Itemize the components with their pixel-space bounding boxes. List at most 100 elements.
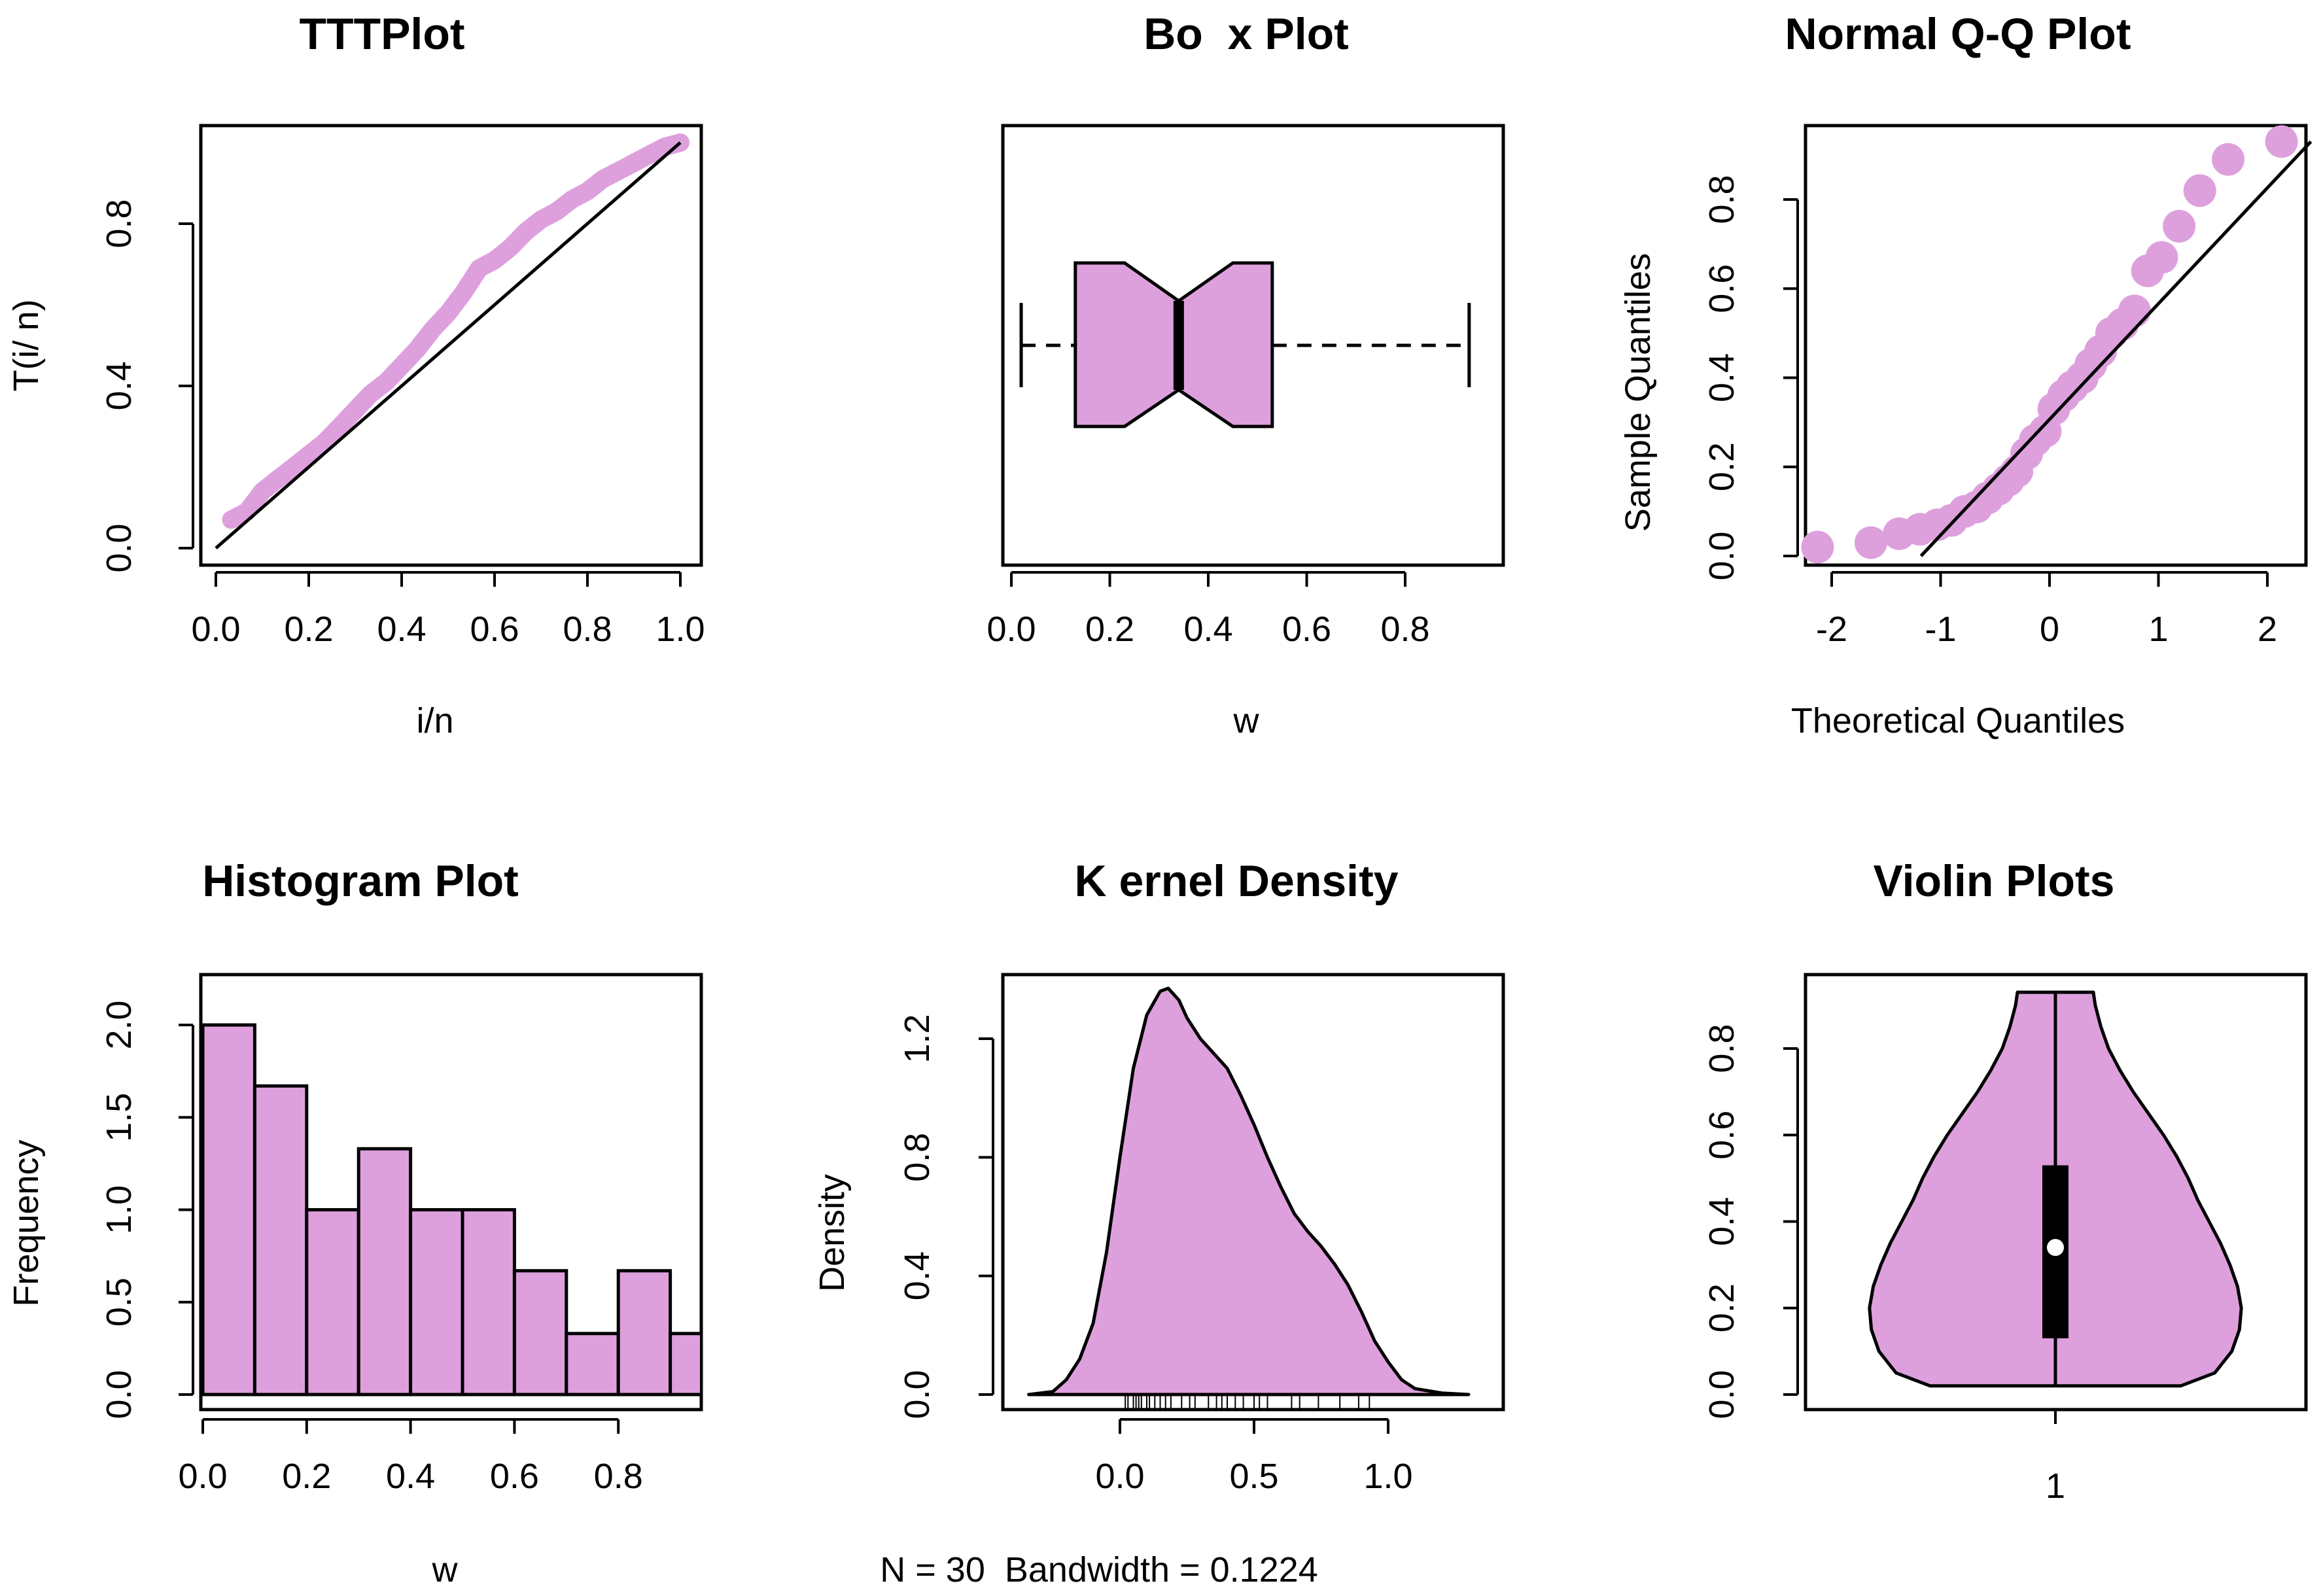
- hist-y-tick-label: 0.5: [99, 1277, 139, 1327]
- hist-x-tick-label: 0.6: [490, 1457, 539, 1496]
- hist-bar-outline: [253, 1084, 309, 1396]
- ttt-ylabel: T(i/ n): [7, 300, 46, 392]
- ttt-y-tick-label: 0.8: [99, 199, 139, 248]
- box-x-axis: 0.0 0.2 0.4 0.6 0.8: [986, 571, 1430, 649]
- hist-bar: [306, 1209, 359, 1395]
- hist-bar: [618, 1270, 671, 1395]
- hist-bar-outline: [616, 1269, 672, 1396]
- qq-x-tick-label: -1: [1925, 610, 1956, 649]
- ttt-x-axis: 0.0 0.2 0.4 0.6 0.8 1.0: [191, 571, 705, 649]
- hist-y-tick-label: 1.0: [99, 1185, 139, 1234]
- hist-marks: [201, 1023, 700, 1396]
- ttt-title: TTTPlot: [299, 9, 464, 59]
- qq-y-tick-label: 0.4: [1702, 353, 1741, 402]
- hist-bar: [410, 1209, 462, 1395]
- qq-x-tick-label: 0: [2040, 610, 2059, 649]
- ttt-y-tick-label: 0.4: [99, 361, 139, 410]
- box-title: Bo x Plot: [1143, 9, 1349, 59]
- kde-x-tick-label: 1.0: [1363, 1457, 1412, 1496]
- qq-point: [2265, 125, 2298, 158]
- box-x-tick-label: 0.2: [1085, 610, 1134, 649]
- violin-xlabel: 1: [2046, 1466, 2065, 1506]
- violin-panel: Violin Plots 1 0.0 0.2 0.4 0.6 0.8: [1702, 856, 2308, 1506]
- ttt-frame: [199, 124, 703, 567]
- qq-ylabel: Sample Quantiles: [1618, 253, 1658, 532]
- qq-point: [1801, 530, 1834, 564]
- hist-x-tick-label: 0.0: [178, 1457, 227, 1496]
- ttt-x-tick-label: 0.4: [377, 610, 426, 649]
- kde-title: K ernel Density: [1074, 856, 1398, 906]
- qq-y-tick-label: 0.8: [1702, 175, 1741, 224]
- ttt-curve: [222, 133, 689, 529]
- box-marks: [1019, 261, 1471, 428]
- ttt-panel: TTTPlot i/n T(i/ n) 0.0 0.2 0.4 0.6 0.8 1.0 0…: [7, 9, 705, 740]
- hist-bar-outline: [357, 1147, 413, 1396]
- ttt-marks: [215, 133, 689, 549]
- qq-reference-line: [1919, 140, 2312, 557]
- kde-density-curve: [1027, 986, 1471, 1396]
- hist-ylabel: Frequency: [7, 1139, 46, 1306]
- violin-y-tick-label: 0.0: [1702, 1370, 1741, 1419]
- hist-x-tick-label: 0.8: [594, 1457, 643, 1496]
- kde-x-tick-label: 0.0: [1095, 1457, 1144, 1496]
- kde-ylabel: Density: [812, 1174, 852, 1292]
- hist-bar-outline: [461, 1208, 516, 1396]
- kde-x-axis: 0.0 0.5 1.0: [1095, 1418, 1413, 1496]
- hist-frame: [199, 973, 703, 1412]
- hist-bar: [566, 1333, 619, 1395]
- hist-bar-outline: [512, 1269, 568, 1396]
- hist-bar: [670, 1333, 700, 1395]
- qq-marks: [1801, 125, 2312, 564]
- hist-y-tick-label: 0.0: [99, 1370, 139, 1419]
- hist-x-axis: 0.0 0.2 0.4 0.6 0.8: [178, 1418, 643, 1496]
- qq-y-tick-label: 0.0: [1702, 531, 1741, 580]
- ttt-y-tick-label: 0.0: [99, 523, 139, 572]
- kde-y-tick-label: 0.8: [898, 1133, 937, 1182]
- hist-bar: [358, 1149, 411, 1395]
- hist-bar: [254, 1086, 307, 1395]
- qq-point: [2118, 294, 2151, 328]
- ttt-x-tick-label: 0.6: [470, 610, 519, 649]
- hist-bar: [514, 1270, 567, 1395]
- hist-bar-outline: [201, 1023, 256, 1396]
- box-frame: [1001, 124, 1505, 567]
- hist-xlabel: w: [432, 1550, 459, 1589]
- violin-y-tick-label: 0.6: [1702, 1111, 1741, 1160]
- qq-point: [2163, 209, 2196, 243]
- qq-point: [2145, 241, 2178, 274]
- box-x-tick-label: 0.4: [1183, 610, 1232, 649]
- hist-panel: Histogram Plot w Frequency 0.0 0.2 0.4 0.6 0…: [7, 856, 703, 1589]
- kde-y-tick-label: 1.2: [898, 1014, 937, 1063]
- ttt-x-tick-label: 0.2: [284, 610, 333, 649]
- box-x-tick-label: 0.8: [1380, 610, 1429, 649]
- hist-bar: [203, 1025, 255, 1395]
- hist-x-tick-label: 0.2: [282, 1457, 331, 1496]
- hist-y-axis: 0.0 0.5 1.0 1.5 2.0: [99, 1000, 194, 1419]
- box-x-tick-label: 0.6: [1282, 610, 1331, 649]
- violin-title: Violin Plots: [1873, 856, 2114, 906]
- ttt-x-tick-label: 0.0: [191, 610, 240, 649]
- qq-point: [2212, 143, 2245, 176]
- qq-y-tick-label: 0.6: [1702, 264, 1741, 313]
- hist-y-tick-label: 2.0: [99, 1000, 139, 1049]
- qq-y-axis: 0.0 0.2 0.4 0.6 0.8: [1702, 175, 1799, 581]
- qq-y-tick-label: 0.2: [1702, 442, 1741, 491]
- qq-point: [2183, 174, 2216, 207]
- qq-x-axis: -2 -1 0 1 2: [1816, 571, 2277, 649]
- ttt-x-tick-label: 1.0: [655, 610, 705, 649]
- ttt-x-tick-label: 0.8: [563, 610, 612, 649]
- violin-y-tick-label: 0.4: [1702, 1197, 1741, 1246]
- qq-title: Normal Q-Q Plot: [1785, 9, 2131, 59]
- hist-bar: [462, 1209, 515, 1395]
- qq-xlabel: Theoretical Quantiles: [1791, 701, 2125, 740]
- ttt-reference-line: [215, 141, 682, 549]
- kde-y-tick-label: 0.4: [898, 1251, 937, 1300]
- hist-bar-outline: [669, 1332, 700, 1396]
- violin-y-tick-label: 0.2: [1702, 1283, 1741, 1332]
- box-xlabel: w: [1233, 701, 1260, 740]
- qq-x-tick-label: 1: [2148, 610, 2168, 649]
- ttt-xlabel: i/n: [416, 701, 453, 740]
- kde-xlabel: N = 30 Bandwidth = 0.1224: [880, 1550, 1318, 1589]
- ttt-y-axis: 0.0 0.4 0.8: [99, 199, 194, 573]
